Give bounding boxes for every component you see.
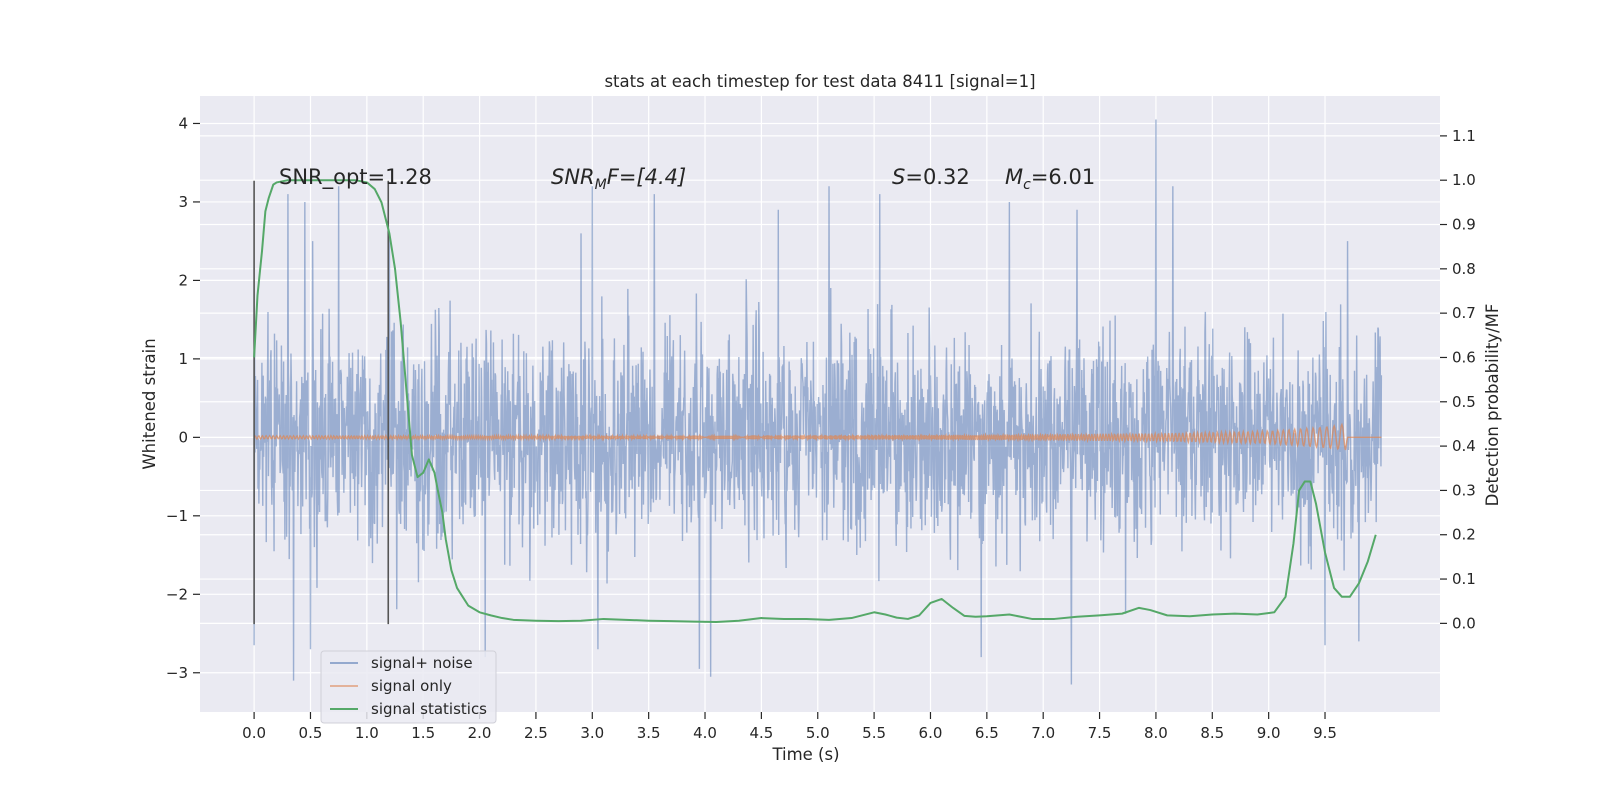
snr-mf-subscript: M [595,177,607,193]
signal-noise-series [253,119,1383,685]
y-tick-label: 4 [178,114,188,132]
signal-statistics-series [253,179,1377,624]
x-tick-label: 4.5 [749,724,773,742]
y2-tick-label: 0.2 [1452,526,1476,544]
x-tick-label: 1.5 [411,724,435,742]
x-tick-label: 4.0 [693,724,717,742]
x-tick-label: 9.0 [1257,724,1281,742]
x-tick-label: 3.0 [580,724,604,742]
mc-subscript: c [1023,177,1031,193]
mc-annotation: Mc=6.01 [1005,165,1095,193]
x-tick-label: 6.0 [919,724,943,742]
x-tick-label: 7.5 [1088,724,1112,742]
legend: signal+ noise signal only signal statist… [320,650,497,724]
y-tick-label: 0 [178,428,188,446]
x-tick-label: 5.0 [806,724,830,742]
y2-tick-label: 0.9 [1452,216,1476,234]
y-tick-label: 3 [178,193,188,211]
y-tick-label: 2 [178,271,188,289]
x-tick-label: 0.5 [299,724,323,742]
y-tick-label: −1 [166,507,188,525]
legend-label-stats: signal statistics [371,700,487,718]
y-tick-label: 1 [178,350,188,368]
grid-lines-right [200,135,1440,624]
x-tick-labels: 0.0 0.5 1.0 1.5 2.0 2.5 3.0 3.5 4.0 4.5 5.0 5.5 6.0 6… [242,712,1337,742]
y2-tick-label: 1.0 [1452,171,1476,189]
chart-title: stats at each timestep for test data 841… [604,72,1035,91]
signal-noise-line [253,119,1383,685]
snr-opt-annotation: SNR_opt=1.28 [279,165,432,190]
y2-tick-label: 0.8 [1452,260,1476,278]
legend-label-signal: signal only [371,677,452,695]
x-tick-label: 8.0 [1144,724,1168,742]
x-tick-label: 5.5 [862,724,886,742]
x-axis-label: Time (s) [771,745,839,764]
signal-statistics-line [253,179,1377,624]
y2-tick-label: 0.0 [1452,614,1476,632]
y-axis-label: Whitened strain [140,338,159,469]
y2-tick-label: 0.5 [1452,393,1476,411]
y-tick-label: −2 [166,585,188,603]
y2-tick-label: 0.3 [1452,481,1476,499]
mc-value: =6.01 [1031,165,1095,189]
y-tick-labels: 4 3 2 1 0 −1 −2 −3 [166,114,200,682]
s-value: =0.32 [905,165,969,189]
x-tick-label: 2.0 [468,724,492,742]
x-tick-label: 1.0 [355,724,379,742]
y2-tick-label: 1.1 [1452,127,1476,145]
x-tick-label: 0.0 [242,724,266,742]
y2-tick-label: 0.1 [1452,570,1476,588]
y2-tick-label: 0.4 [1452,437,1476,455]
legend-label-noise: signal+ noise [371,654,473,672]
y2-tick-label: 0.6 [1452,348,1476,366]
s-var: S [892,165,905,189]
y-tick-label: −3 [166,664,188,682]
signal-only-series [253,422,1382,451]
x-tick-label: 2.5 [524,724,548,742]
snr-mf-value: F=[4.4] [607,165,686,189]
snr-mf-annotation: SNRMF=[4.4] [551,165,686,193]
x-tick-label: 8.5 [1200,724,1224,742]
x-tick-label: 9.5 [1313,724,1337,742]
y2-tick-labels: 1.1 1.0 0.9 0.8 0.7 0.6 0.5 0.4 0.3 0.2 0.1 0.0 [1440,127,1476,632]
legend-box [320,650,497,724]
x-tick-label: 3.5 [637,724,661,742]
mc-var: M [1005,165,1023,189]
s-annotation: S=0.32 [892,165,970,189]
y2-tick-label: 0.7 [1452,304,1476,322]
y2-axis-label: Detection probability/MF [1483,304,1502,507]
x-tick-label: 6.5 [975,724,999,742]
x-tick-label: 7.0 [1031,724,1055,742]
signal-only-line [253,422,1382,451]
snr-mf-var: SNR [551,165,595,189]
window-markers [253,180,390,625]
